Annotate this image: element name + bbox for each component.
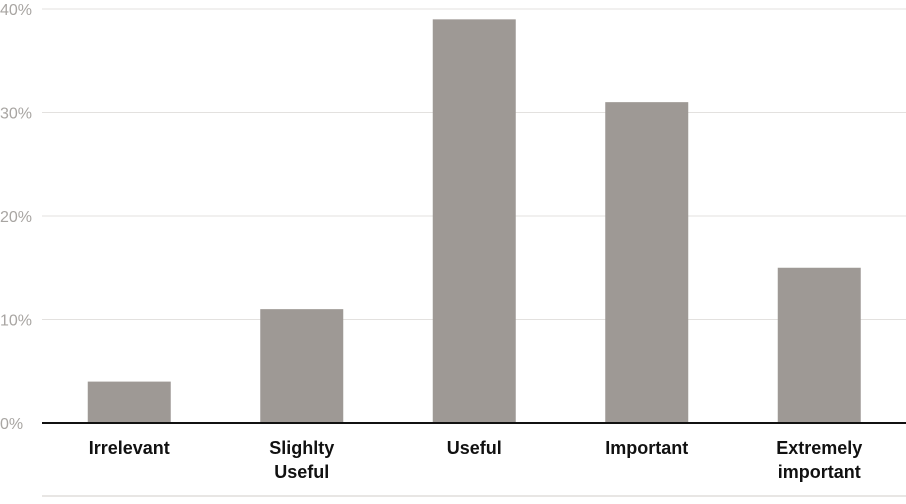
y-tick-label: 40% — [0, 2, 32, 19]
y-tick-label: 20% — [0, 209, 32, 226]
x-category-label: Useful — [447, 438, 502, 458]
x-category-label: Important — [605, 438, 688, 458]
y-tick-label: 10% — [0, 313, 32, 330]
x-category-label: Irrelevant — [89, 438, 170, 458]
x-category-label-line: Extremely — [776, 438, 862, 458]
x-category-label-line: Irrelevant — [89, 438, 170, 458]
x-category-label-line: Important — [605, 438, 688, 458]
x-category-label-line: Useful — [274, 462, 329, 482]
y-tick-label: 30% — [0, 106, 32, 123]
x-axis-labels: Irrelevant Slighlty Useful Useful Important E… — [89, 438, 863, 482]
bar-irrelevant — [87, 381, 171, 423]
x-category-label-line: Slighlty — [269, 438, 334, 458]
bar-useful — [432, 19, 516, 423]
x-category-label-line: Useful — [447, 438, 502, 458]
x-category-label: Slighlty Useful — [269, 438, 334, 482]
y-tick-label: 0% — [0, 416, 23, 433]
bars — [87, 19, 861, 424]
y-axis-ticks: 0% 10% 20% 30% 40% — [0, 2, 32, 433]
x-category-label-line: important — [778, 462, 861, 482]
bar-extremely-important — [777, 267, 861, 423]
x-category-label: Extremely important — [776, 438, 862, 482]
bar-slighlty-useful — [260, 309, 344, 423]
bar-important — [605, 102, 689, 424]
